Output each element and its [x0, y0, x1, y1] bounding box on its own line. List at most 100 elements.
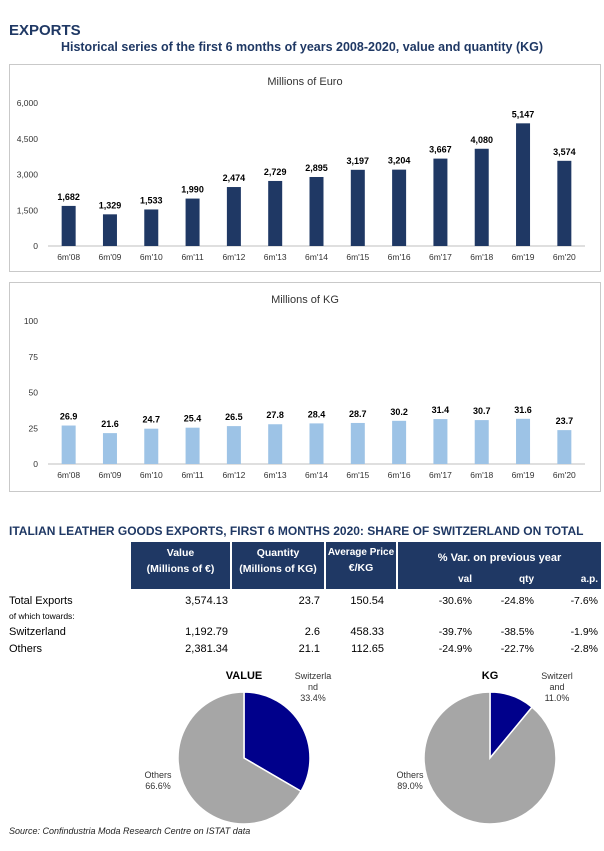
kg-data-label: 28.4: [308, 409, 326, 419]
euro-data-label: 1,329: [99, 200, 122, 210]
header-ap: a.p.: [580, 574, 598, 585]
row-switzerland-ap: -1.9%: [570, 626, 598, 638]
header-quantity-line2: (Millions of KG): [239, 563, 317, 575]
row-switzerland-quantity: 2.6: [304, 626, 320, 638]
kg-bar: [226, 426, 241, 464]
header-price-line1: Average Price: [327, 547, 395, 558]
row-sub-label: of which towards:: [9, 611, 75, 621]
kg-bar: [309, 423, 324, 464]
euro-y-tick: 0: [33, 241, 38, 251]
kg-x-tick: 6m'17: [429, 470, 452, 480]
euro-data-label: 1,533: [140, 195, 163, 205]
row-others-quantity: 21.1: [298, 643, 320, 655]
kg-x-tick: 6m'20: [553, 470, 576, 480]
euro-bar: [102, 214, 117, 246]
euro-x-tick: 6m'08: [57, 252, 80, 262]
euro-chart-title: Millions of Euro: [267, 76, 342, 88]
header-value-line2: (Millions of €): [146, 563, 215, 575]
euro-data-label: 3,197: [347, 156, 370, 166]
kg-bar: [474, 420, 489, 464]
kg-data-label: 24.7: [143, 415, 161, 425]
value-slice-switzerland: [243, 691, 311, 793]
kg-bar: [102, 433, 117, 464]
row-total-ap: -7.6%: [570, 595, 598, 607]
table-title: ITALIAN LEATHER GOODS EXPORTS, FIRST 6 M…: [9, 524, 584, 538]
euro-x-tick: 6m'17: [429, 252, 452, 262]
source-note: Source: Confindustria Moda Research Cent…: [9, 826, 251, 836]
euro-bar: [309, 177, 324, 246]
header-variation-title: % Var. on previous year: [437, 552, 562, 564]
value-pie-chart: VALUE Switzerla nd 33.4% Others 66.6%: [144, 670, 332, 824]
header-quantity: Quantity (Millions of KG): [232, 542, 324, 589]
euro-x-tick: 6m'16: [388, 252, 411, 262]
euro-data-label: 3,667: [429, 145, 452, 155]
value-slice-others: [177, 691, 303, 824]
value-slice-label: Switzerla nd 33.4%: [295, 671, 332, 703]
euro-x-tick: 6m'19: [512, 252, 535, 262]
row-total-price: 150.54: [350, 595, 384, 607]
euro-data-label: 3,574: [553, 147, 576, 157]
kg-x-tick: 6m'15: [346, 470, 369, 480]
euro-bar: [226, 187, 241, 246]
header-val: val: [458, 574, 472, 585]
kg-data-label: 26.5: [225, 412, 243, 422]
kg-y-tick: 100: [24, 316, 38, 326]
row-total-quantity: 23.7: [298, 595, 320, 607]
kg-x-tick: 6m'10: [140, 470, 163, 480]
euro-bar: [350, 169, 365, 246]
kg-y-tick: 0: [33, 459, 38, 469]
euro-y-tick: 3,000: [17, 170, 39, 180]
header-price: Average Price €/KG: [326, 542, 396, 589]
kg-x-tick: 6m'16: [388, 470, 411, 480]
euro-data-label: 1,682: [57, 192, 80, 202]
kg-x-tick: 6m'13: [264, 470, 287, 480]
kg-x-tick: 6m'09: [99, 470, 122, 480]
euro-bar: [557, 160, 572, 246]
kg-x-tick: 6m'11: [181, 470, 204, 480]
euro-x-tick: 6m'14: [305, 252, 328, 262]
value-pie-title: VALUE: [226, 670, 262, 682]
kg-slice-label: Others 89.0%: [396, 770, 424, 791]
section-heading: EXPORTS: [9, 22, 81, 39]
row-switzerland-qty: -38.5%: [500, 626, 534, 638]
euro-x-tick: 6m'11: [181, 252, 204, 262]
header-quantity-line1: Quantity: [256, 547, 300, 559]
kg-chart-panel: Millions of KG 0 25 50 75 100 26.9 6m'08 21.6 6m'…: [9, 282, 601, 492]
header-value-line1: Value: [166, 547, 195, 559]
row-others-val: -24.9%: [438, 643, 472, 655]
row-switzerland-price: 458.33: [350, 626, 384, 638]
euro-y-tick: 6,000: [17, 98, 39, 108]
row-switzerland-val: -39.7%: [438, 626, 472, 638]
value-slice-label: Others 66.6%: [144, 770, 172, 791]
kg-x-tick: 6m'19: [512, 470, 535, 480]
euro-data-label: 2,474: [223, 173, 246, 183]
kg-bar: [516, 418, 531, 464]
header-price-line2: €/KG: [348, 562, 374, 574]
row-total-qty: -24.8%: [500, 595, 534, 607]
euro-x-tick: 6m'15: [346, 252, 369, 262]
row-others-qty: -22.7%: [500, 643, 534, 655]
row-switzerland-label: Switzerland: [9, 626, 66, 638]
euro-bar: [61, 205, 76, 246]
row-total-label: Total Exports: [9, 595, 73, 607]
euro-bar-chart: Millions of Euro 0 1,500 3,000 4,500 6,000 1,6…: [17, 76, 585, 262]
kg-bar: [144, 428, 159, 464]
kg-x-tick: 6m'14: [305, 470, 328, 480]
kg-pie-title: KG: [482, 670, 499, 682]
kg-data-label: 30.2: [390, 407, 408, 417]
row-others-price: 112.65: [351, 643, 384, 655]
kg-slice-label: Switzerl and 11.0%: [541, 671, 573, 703]
kg-bar-chart: Millions of KG 0 25 50 75 100 26.9 6m'08 21.6 6m'…: [24, 294, 585, 480]
row-total-val: -30.6%: [438, 595, 472, 607]
kg-chart-title: Millions of KG: [271, 294, 339, 306]
kg-y-tick: 50: [29, 388, 39, 398]
chart-main-title: Historical series of the first 6 months …: [60, 40, 544, 54]
euro-bar: [144, 209, 159, 246]
euro-x-tick: 6m'20: [553, 252, 576, 262]
header-qty: qty: [519, 574, 534, 585]
header-variation: % Var. on previous year val qty a.p.: [398, 542, 601, 589]
kg-data-label: 23.7: [556, 416, 574, 426]
euro-data-label: 1,990: [181, 185, 204, 195]
row-total-value: 3,574.13: [185, 595, 228, 607]
kg-data-label: 26.9: [60, 412, 78, 422]
